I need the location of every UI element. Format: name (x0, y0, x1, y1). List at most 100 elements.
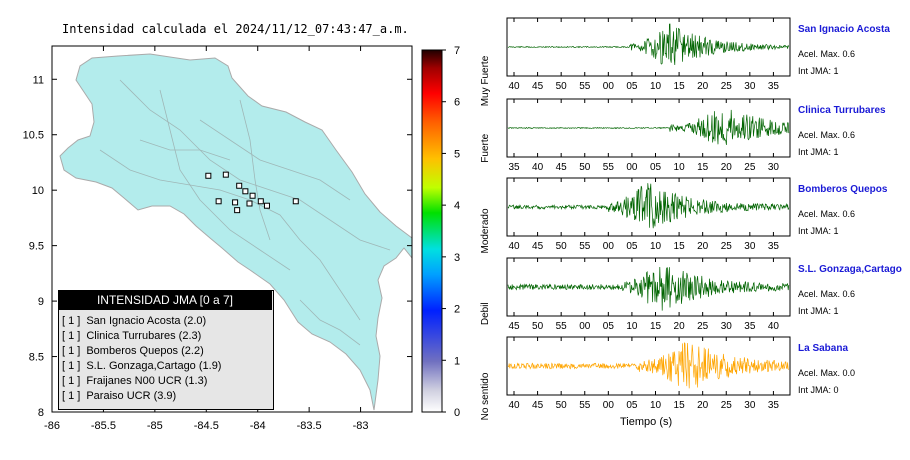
waveform-station-name: Clinica Turrubares (798, 105, 886, 116)
legend-item: [ 1 ] Paraiso UCR (3.9) (62, 390, 176, 402)
waveform-tick-label: 15 (697, 162, 709, 173)
waveform-tick-label: 55 (579, 400, 591, 411)
waveform-tick-label: 15 (650, 321, 662, 332)
waveform-tick-label: 55 (579, 241, 591, 252)
waveform-panel: 40 45 50 55 00 05 10 15 20 25 30 35 (506, 177, 791, 252)
waveform-jma-intensity: Int JMA: 1 (798, 147, 839, 157)
map-y-tick-label: 10.5 (23, 130, 44, 142)
waveform-tick-label: 50 (556, 400, 568, 411)
waveform-tick-label: 00 (603, 81, 615, 92)
waveform-tick-label: 20 (674, 321, 686, 332)
waveform-tick-label: 05 (626, 400, 638, 411)
waveform-accel-max: Acel. Max. 0.6 (798, 49, 856, 59)
colorbar: 0 1 2 3 4 5 6 7 No sentido Debil Moderado Fuerte Mu… (421, 45, 491, 420)
legend-item-label: San Ignacio Acosta (2.0) (86, 315, 207, 327)
map-y-tick-label: 11 (33, 74, 44, 86)
map-x-tick-label: -86 (44, 420, 60, 432)
waveform-trace (507, 109, 790, 145)
waveform-station-name: San Ignacio Acosta (798, 24, 890, 35)
map-x-tick-label: -85 (147, 420, 163, 432)
waveform-tick-label: 35 (508, 162, 520, 173)
intensity-legend (58, 290, 274, 410)
colorbar-tick-label: 1 (454, 355, 460, 367)
map-x-tick-label: -84 (250, 420, 266, 432)
waveform-tick-label: 50 (556, 81, 568, 92)
colorbar-class-label: Moderado (480, 208, 491, 253)
waveform-station-name: La Sabana (798, 343, 849, 354)
colorbar-tick-label: 3 (454, 252, 460, 264)
station-marker (246, 200, 253, 207)
waveform-tick-label: 20 (697, 241, 709, 252)
station-marker (222, 171, 229, 178)
station-marker (234, 207, 241, 214)
legend-item-label: Bomberos Quepos (2.2) (86, 345, 204, 357)
legend-item-marker: [ 1 ] (62, 345, 81, 357)
waveform-tick-label: 50 (532, 321, 544, 332)
map-y-tick-label: 8.5 (29, 352, 44, 364)
waveform-tick-label: 00 (579, 321, 591, 332)
waveform-jma-intensity: Int JMA: 1 (798, 66, 839, 76)
waveform-station-name: Bomberos Quepos (798, 184, 888, 195)
legend-item-label: Clinica Turrubares (2.3) (86, 330, 202, 342)
colorbar-class-label: No sentido (480, 372, 491, 420)
waveform-frame (506, 17, 791, 77)
legend-item-marker: [ 1 ] (62, 360, 81, 372)
waveform-panel: 35 40 45 50 55 00 05 10 15 20 25 30 (506, 98, 791, 173)
waveform-tick-label: 55 (603, 162, 615, 173)
colorbar-class-labels: No sentido Debil Moderado Fuerte Muy Fuerte (480, 55, 491, 420)
waveform-tick-label: 30 (721, 321, 733, 332)
colorbar-tick-label: 6 (454, 97, 460, 109)
waveform-tick-label: 45 (508, 321, 520, 332)
map-x-tick-label: -83 (353, 420, 369, 432)
waveform-trace (507, 23, 790, 66)
legend-item: [ 1 ] Bomberos Quepos (2.2) (62, 345, 204, 357)
waveform-tick-label: 10 (650, 400, 662, 411)
legend-item-label: Paraiso UCR (3.9) (86, 390, 177, 402)
waveform-tick-label: 50 (579, 162, 591, 173)
map-stations (205, 171, 299, 214)
waveform-tick-label: 50 (556, 241, 568, 252)
waveform-tick-label: 15 (674, 400, 686, 411)
map-x-tick-label: -83.5 (297, 420, 322, 432)
waveform-tick-label: 30 (744, 241, 756, 252)
waveform-tick-label: 25 (744, 162, 756, 173)
waveform-tick-label: 10 (650, 241, 662, 252)
waveform-tick-label: 40 (508, 400, 520, 411)
waveform-trace (507, 342, 789, 389)
waveform-panel: 40 45 50 55 00 05 10 15 20 25 30 35 (506, 336, 791, 411)
waveform-tick-label: 25 (721, 241, 733, 252)
map-y-tick-label: 8 (38, 407, 44, 419)
station-marker (257, 198, 264, 205)
legend-item-marker: [ 1 ] (62, 375, 81, 387)
waveform-tick-label: 40 (768, 321, 780, 332)
waveform-tick-label: 30 (768, 162, 780, 173)
legend-item-marker: [ 1 ] (62, 315, 81, 327)
colorbar-class-label: Fuerte (480, 133, 491, 162)
waveform-tick-label: 00 (603, 241, 615, 252)
colorbar-tick-label: 7 (454, 45, 460, 57)
legend-item: [ 1 ] S.L. Gonzaga,Cartago (1.9) (62, 360, 221, 372)
road-network (99, 79, 391, 346)
waveform-accel-max: Acel. Max. 0.6 (798, 130, 856, 140)
waveform-tick-label: 05 (626, 81, 638, 92)
colorbar-class-label: Debil (480, 302, 491, 325)
waveform-jma-intensity: Int JMA: 0 (798, 385, 839, 395)
station-marker (215, 198, 222, 205)
waveform-jma-intensity: Int JMA: 1 (798, 306, 839, 316)
station-marker (263, 202, 270, 209)
legend-item: [ 1 ] San Ignacio Acosta (2.0) (62, 315, 206, 327)
waveform-tick-label: 40 (508, 241, 520, 252)
waveform-tick-label: 05 (650, 162, 662, 173)
waveform-tick-label: 00 (603, 400, 615, 411)
waveform-tick-label: 30 (744, 400, 756, 411)
station-marker (292, 198, 299, 205)
colorbar-tick-label: 4 (454, 200, 460, 212)
station-marker (236, 182, 243, 189)
legend-item: [ 1 ] Fraijanes N00 UCR (1.3) (62, 375, 207, 387)
waveform-tick-label: 35 (768, 81, 780, 92)
map-y-tick-label: 9.5 (29, 241, 44, 253)
waveform-tick-label: 15 (674, 241, 686, 252)
colorbar-tick-label: 2 (454, 304, 460, 316)
station-marker (249, 192, 256, 199)
